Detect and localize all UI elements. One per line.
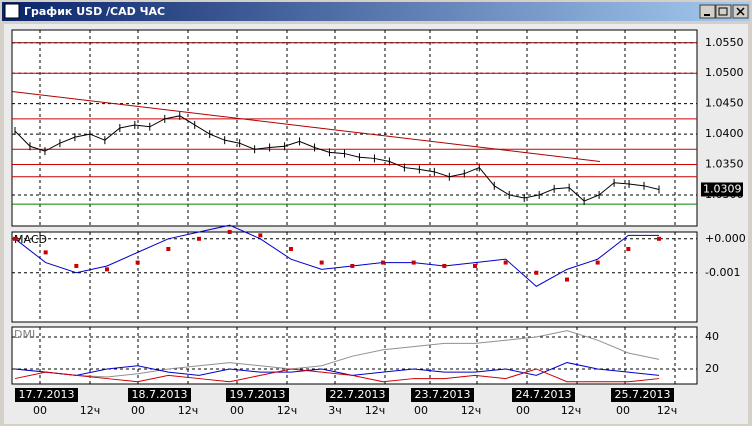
indicator-line bbox=[14, 330, 660, 378]
trend-line bbox=[11, 90, 601, 162]
date-label: 19.7.2013 bbox=[230, 388, 286, 401]
date-box bbox=[226, 388, 289, 402]
signal-dot bbox=[43, 250, 48, 255]
hour-label: 00 bbox=[33, 404, 47, 417]
hour-label: 00 bbox=[616, 404, 630, 417]
signal-dot bbox=[227, 230, 232, 234]
date-label: 25.7.2013 bbox=[615, 388, 671, 401]
signal-dot bbox=[13, 236, 17, 241]
window-title: График USD /CAD ЧАС bbox=[24, 5, 165, 18]
signal-dot bbox=[166, 246, 171, 251]
hour-label: 12ч bbox=[657, 404, 678, 417]
signal-dot bbox=[258, 233, 263, 238]
y-tick-label: +0.000 bbox=[705, 232, 746, 245]
panel bbox=[11, 231, 698, 323]
date-label: 22.7.2013 bbox=[330, 388, 386, 401]
panel-title: DMI bbox=[14, 328, 35, 341]
date-label: 17.7.2013 bbox=[19, 388, 75, 401]
signal-dot bbox=[473, 263, 477, 268]
signal-dot bbox=[503, 260, 508, 265]
hour-label: 12ч bbox=[178, 404, 199, 417]
signal-dot bbox=[595, 260, 600, 265]
hour-label: 12ч bbox=[461, 404, 482, 417]
date-box bbox=[611, 388, 674, 402]
indicator-line bbox=[14, 368, 660, 383]
hour-label: 12ч bbox=[365, 404, 386, 417]
hour-label: 00 bbox=[516, 404, 530, 417]
close-glyph bbox=[736, 7, 745, 16]
date-box bbox=[411, 388, 474, 402]
hour-label: 12ч bbox=[277, 404, 298, 417]
y-tick-label: 1.0350 bbox=[705, 158, 744, 171]
hour-label: 3ч bbox=[328, 404, 342, 417]
hour-label: 00 bbox=[414, 404, 428, 417]
signal-dot bbox=[626, 246, 631, 251]
hour-label: 00 bbox=[230, 404, 244, 417]
price-line bbox=[14, 115, 660, 202]
indicator-line bbox=[14, 224, 659, 287]
hour-label: 12ч bbox=[561, 404, 582, 417]
date-box bbox=[128, 388, 191, 402]
indicator-line bbox=[14, 362, 660, 376]
date-label: 23.7.2013 bbox=[415, 388, 471, 401]
y-tick-label: 40 bbox=[705, 330, 719, 343]
signal-dot bbox=[319, 260, 324, 265]
date-box bbox=[326, 388, 389, 402]
signal-dot bbox=[534, 270, 539, 275]
last-price-box bbox=[701, 182, 743, 197]
maximize-glyph bbox=[718, 7, 728, 16]
hour-label: 12ч bbox=[80, 404, 101, 417]
y-tick-label: 1.0550 bbox=[705, 36, 744, 49]
window-icon bbox=[4, 3, 20, 19]
maximize-button[interactable] bbox=[715, 4, 732, 19]
y-tick-label: 1.0500 bbox=[705, 66, 744, 79]
date-label: 18.7.2013 bbox=[132, 388, 188, 401]
panel bbox=[11, 29, 698, 227]
date-label: 24.7.2013 bbox=[516, 388, 572, 401]
signal-dot bbox=[657, 236, 661, 241]
y-tick-label: 1.0450 bbox=[705, 97, 744, 110]
signal-dot bbox=[411, 260, 416, 265]
signal-dot bbox=[105, 267, 109, 272]
signal-dot bbox=[197, 236, 201, 241]
panel-title: MACD bbox=[14, 233, 47, 246]
signal-dot bbox=[289, 246, 293, 251]
date-box bbox=[15, 388, 78, 402]
y-tick-label: -0.001 bbox=[705, 266, 740, 279]
signal-dot bbox=[350, 263, 355, 268]
hour-label: 00 bbox=[131, 404, 145, 417]
signal-dot bbox=[442, 263, 447, 268]
date-box bbox=[512, 388, 575, 402]
y-tick-label: 1.0400 bbox=[705, 127, 744, 140]
signal-dot bbox=[135, 260, 140, 265]
signal-dot bbox=[74, 263, 79, 268]
last-price-label: 1.0309 bbox=[703, 182, 742, 195]
signal-dot bbox=[565, 277, 569, 282]
minimize-button[interactable] bbox=[699, 4, 716, 19]
signal-dot bbox=[381, 260, 385, 265]
title-bar bbox=[2, 2, 750, 21]
y-tick-label: 20 bbox=[705, 362, 719, 375]
